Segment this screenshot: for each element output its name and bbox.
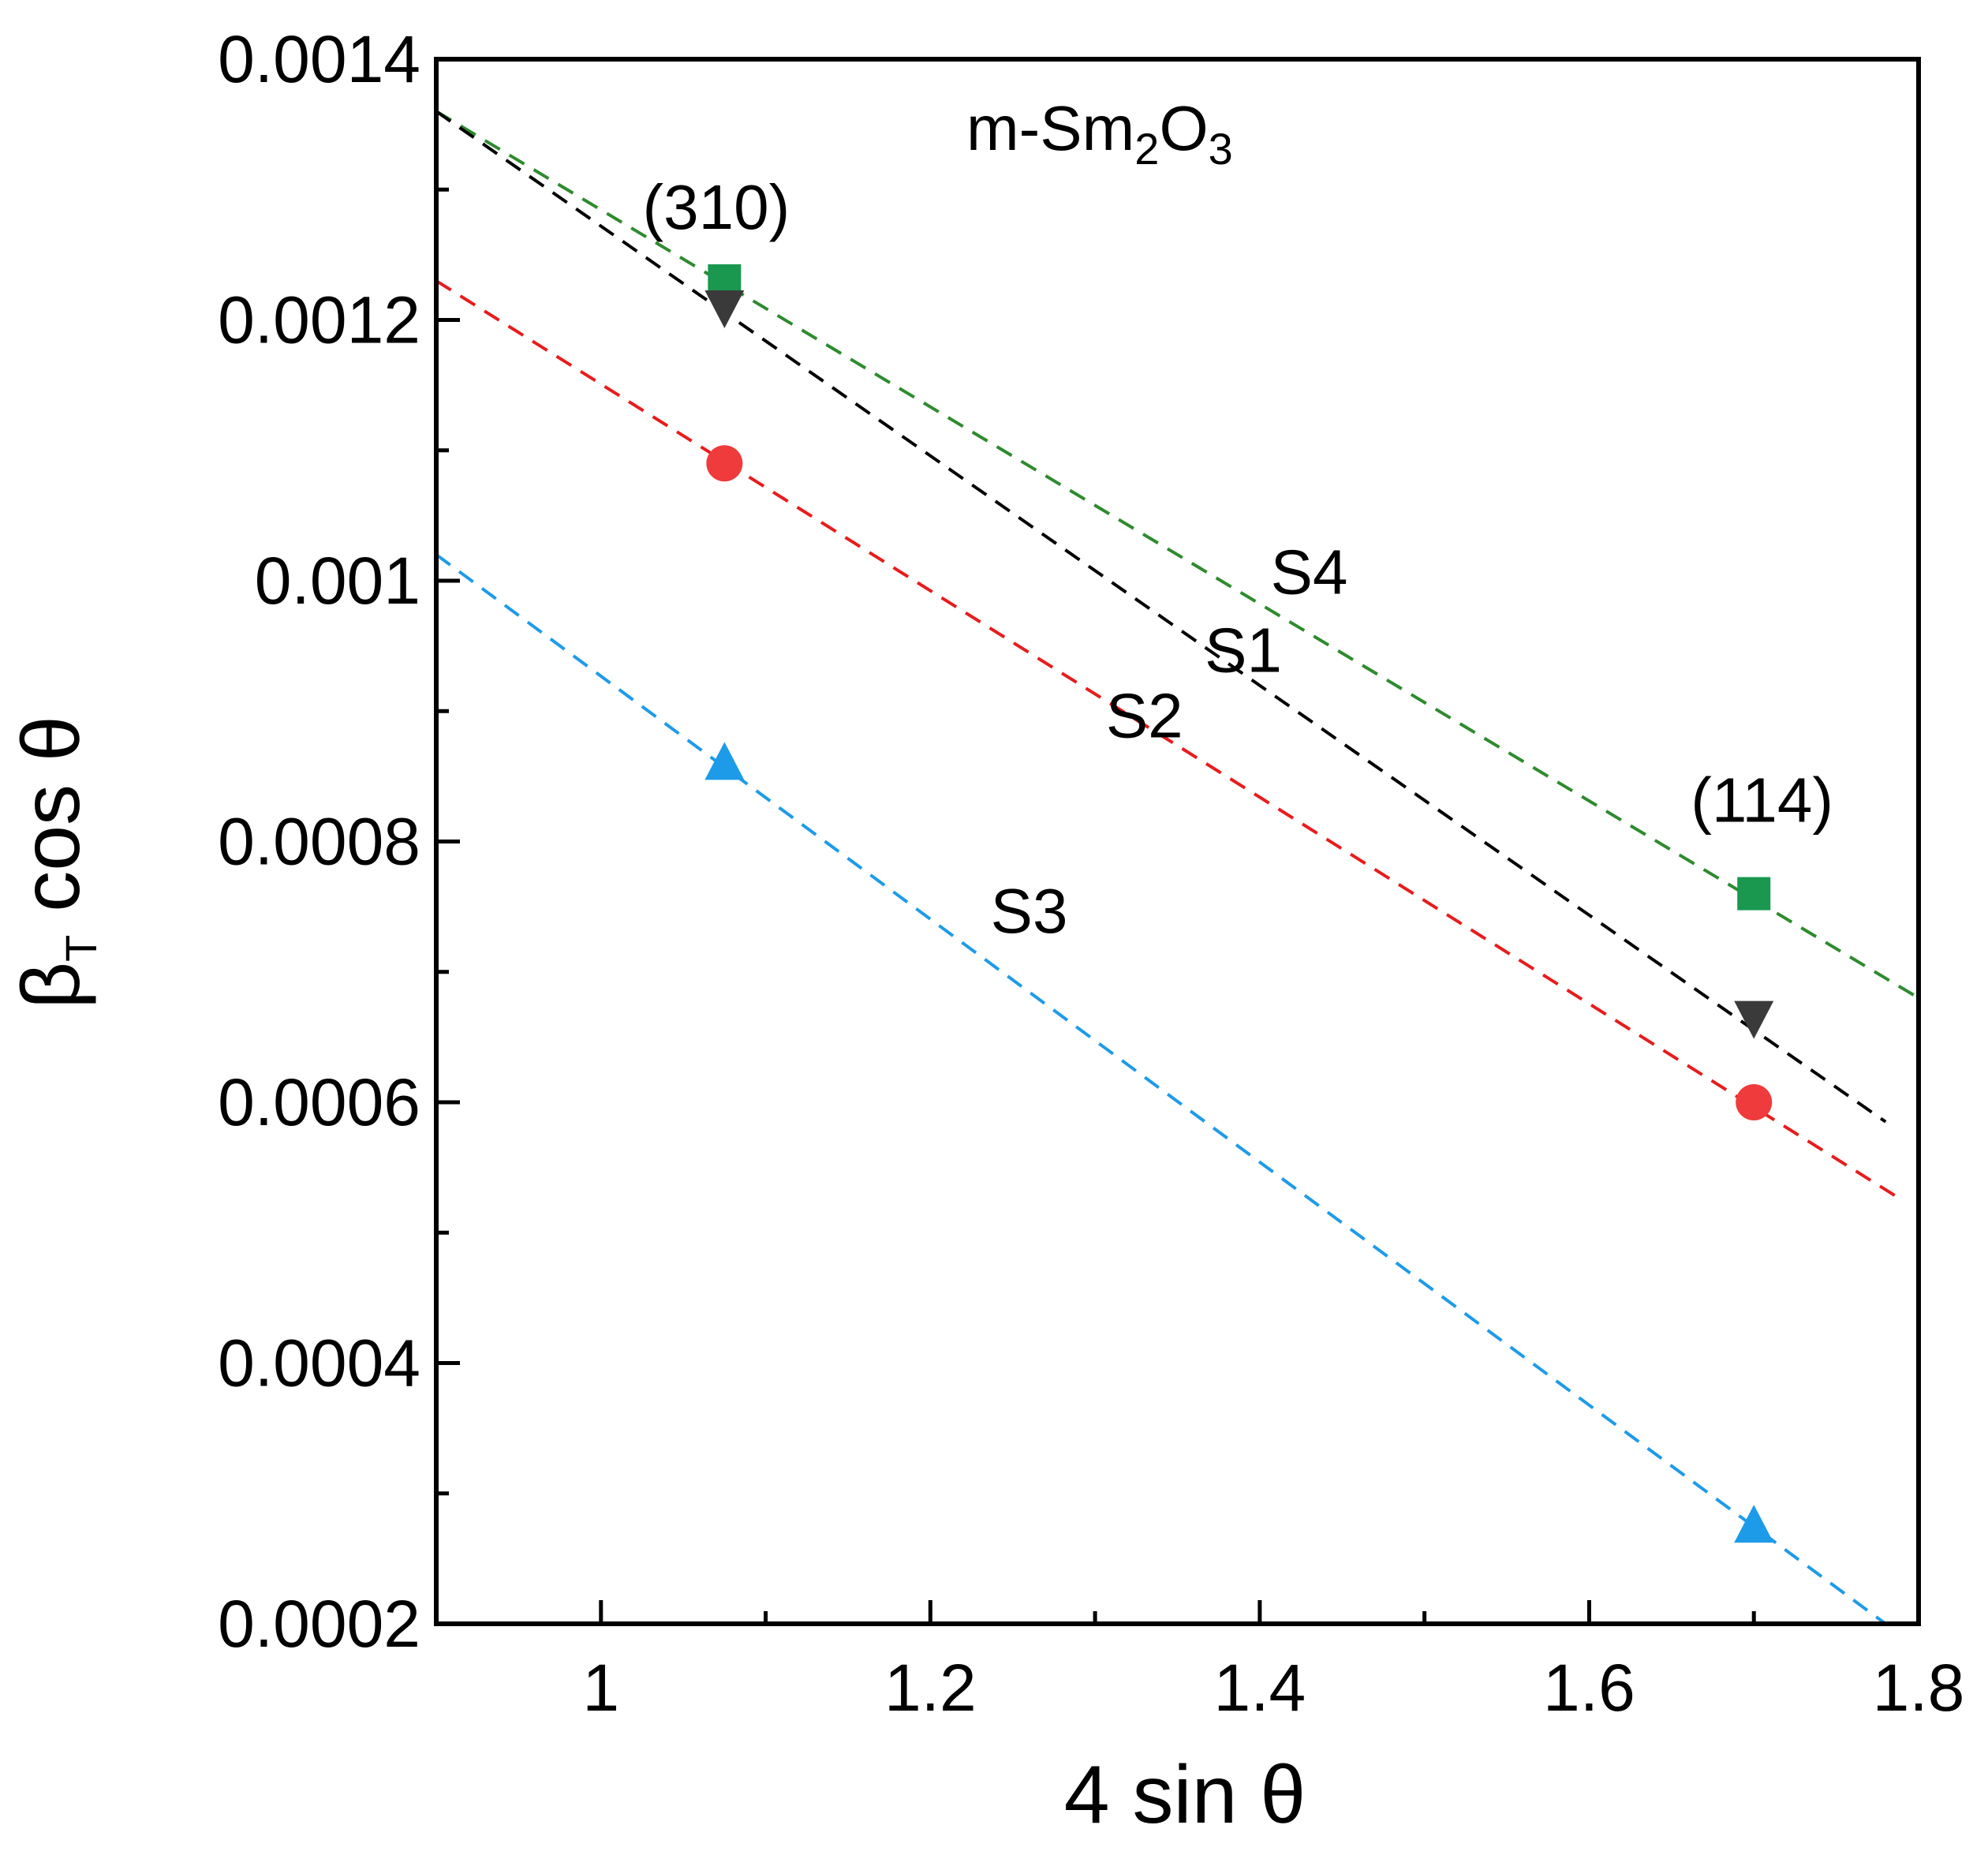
phase-label: m-Sm2O3 <box>966 93 1233 174</box>
y-axis-title: βT cos θ <box>6 716 106 1009</box>
data-point-s1 <box>704 290 745 328</box>
fit-line-s1 <box>435 110 1887 1124</box>
y-axis-title-rest: cos θ <box>6 716 97 934</box>
fit-line-s2 <box>435 279 1904 1202</box>
annotation-s2: S2 <box>1106 680 1183 750</box>
x-tick-label: 1.4 <box>1213 1651 1306 1725</box>
y-tick-label: 0.0002 <box>218 1587 420 1661</box>
y-tick-label: 0.0014 <box>218 22 420 96</box>
x-axis-title: 4 sin θ <box>1064 1749 1306 1841</box>
fit-lines <box>435 110 1920 1625</box>
annotation-310: (310) <box>643 172 790 242</box>
data-point-s3 <box>1734 1505 1774 1543</box>
annotation-114: (114) <box>1691 765 1833 836</box>
x-tick-label: 1 <box>582 1651 619 1725</box>
fit-line-s3 <box>435 553 1887 1625</box>
annotation-s1: S1 <box>1205 615 1282 686</box>
y-axis-title-main: β <box>6 962 97 1009</box>
x-tick-label: 1.8 <box>1873 1651 1965 1725</box>
y-tick-label: 0.0008 <box>218 805 420 879</box>
data-point-s2 <box>706 445 743 482</box>
tick-labels: 1 1.2 1.4 1.6 1.8 0.0002 0.0004 0.0006 0.0008 0.0… <box>218 22 1964 1725</box>
data-point-s1 <box>1734 1000 1774 1039</box>
fit-line-s4 <box>435 110 1920 1000</box>
data-point-s3 <box>704 742 745 780</box>
annotation-s4: S4 <box>1271 537 1348 608</box>
phase-label-sub2: 3 <box>1209 124 1233 174</box>
phase-label-mid: O <box>1159 93 1208 163</box>
data-point-s4 <box>1737 877 1771 911</box>
y-tick-label: 0.0006 <box>218 1065 420 1139</box>
y-tick-label: 0.0012 <box>218 283 420 357</box>
data-point-s2 <box>1736 1084 1773 1120</box>
phase-label-sub1: 2 <box>1134 124 1159 174</box>
y-tick-label: 0.0004 <box>218 1326 420 1401</box>
x-tick-label: 1.6 <box>1543 1651 1635 1725</box>
x-tick-label: 1.2 <box>884 1651 977 1725</box>
axis-ticks <box>436 57 1921 1626</box>
plot-frame <box>434 57 1921 1626</box>
y-tick-label: 0.001 <box>255 544 420 618</box>
y-axis-title-sub: T <box>56 935 106 962</box>
annotation-s3: S3 <box>991 876 1068 946</box>
phase-label-prefix: m-Sm <box>966 93 1134 163</box>
data-markers <box>704 264 1774 1543</box>
